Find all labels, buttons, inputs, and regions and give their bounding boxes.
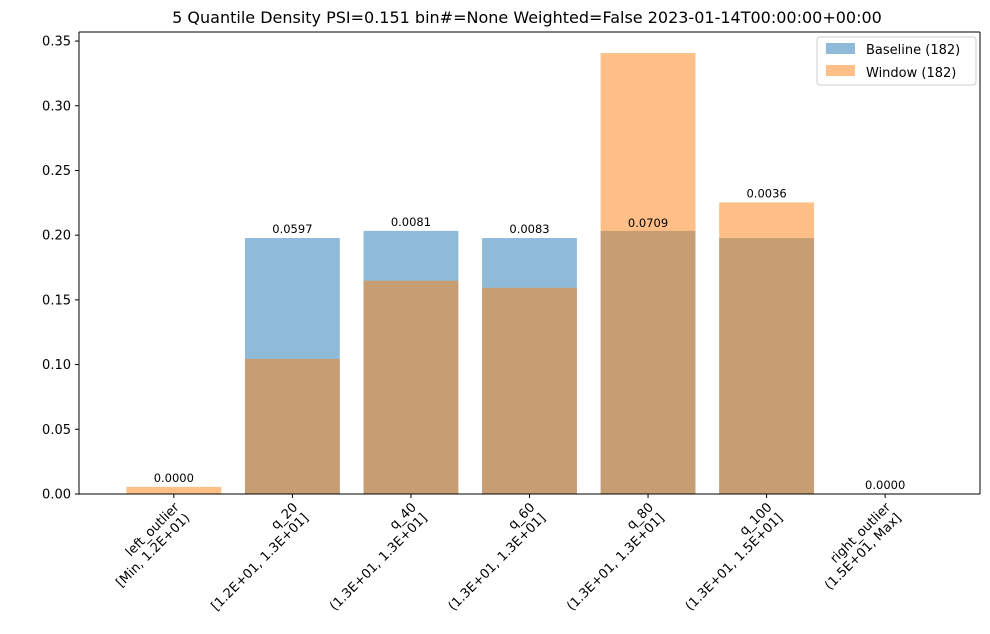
bar-window-4 bbox=[600, 53, 696, 494]
y-tick-label-1: 0.05 bbox=[42, 423, 71, 438]
y-tick-label-0: 0.00 bbox=[42, 488, 71, 503]
y-tick-label-2: 0.10 bbox=[42, 358, 71, 373]
y-tick-label-5: 0.25 bbox=[42, 164, 71, 179]
bar-label-6: 0.0000 bbox=[865, 478, 905, 492]
bar-label-1: 0.0597 bbox=[272, 222, 312, 236]
bar-window-2 bbox=[363, 280, 459, 494]
bar-label-5: 0.0036 bbox=[746, 186, 786, 200]
bar-label-0: 0.0000 bbox=[154, 471, 194, 485]
x-tick-label-4: q_80(1.3E+01, 1.3E+01] bbox=[554, 500, 668, 614]
x-tick-label-range-2: (1.3E+01, 1.3E+01] bbox=[327, 511, 430, 614]
x-tick-label-0: left_outlier[Min, 1.2E+01) bbox=[103, 500, 194, 591]
chart-title: 5 Quantile Density PSI=0.151 bin#=None W… bbox=[172, 8, 882, 27]
legend-frame bbox=[816, 36, 977, 86]
x-tick-label-1: q_20[1.2E+01, 1.3E+01] bbox=[198, 500, 312, 614]
x-tick-label-5: q_100(1.3E+01, 1.5E+01] bbox=[672, 500, 786, 614]
legend-label-baseline: Baseline (182) bbox=[866, 43, 960, 58]
y-tick-label-6: 0.30 bbox=[42, 99, 71, 114]
legend: Baseline (182) Window (182) bbox=[816, 36, 977, 86]
bar-window-3 bbox=[482, 287, 577, 494]
bar-label-4: 0.0709 bbox=[628, 216, 668, 230]
x-tick-label-3: q_60(1.3E+01, 1.3E+01] bbox=[435, 500, 549, 614]
legend-label-window: Window (182) bbox=[866, 66, 956, 81]
bar-label-2: 0.0081 bbox=[391, 215, 431, 229]
x-tick-label-range-3: (1.3E+01, 1.3E+01] bbox=[446, 511, 549, 614]
x-tick-label-range-5: (1.3E+01, 1.5E+01] bbox=[683, 511, 786, 614]
y-tick-label-3: 0.15 bbox=[42, 293, 71, 308]
y-tick-label-7: 0.35 bbox=[42, 35, 71, 50]
x-tick-label-range-4: (1.3E+01, 1.3E+01] bbox=[564, 511, 667, 614]
bar-window-0 bbox=[126, 486, 222, 494]
plot-area: 0.0000 0.0597 0.0081 0.0083 0.0709 0.0036 0.00… bbox=[42, 31, 981, 614]
x-tick-label-6: right_outlier(1.5E+01, Max] bbox=[812, 500, 906, 594]
legend-swatch-baseline bbox=[826, 43, 855, 54]
legend-swatch-window bbox=[826, 65, 855, 76]
bar-window-5 bbox=[719, 202, 815, 494]
y-tick-label-4: 0.20 bbox=[42, 229, 71, 244]
bar-label-3: 0.0083 bbox=[509, 222, 549, 236]
x-tick-label-range-1: [1.2E+01, 1.3E+01] bbox=[209, 511, 312, 614]
x-tick-label-2: q_40(1.3E+01, 1.3E+01] bbox=[316, 500, 430, 614]
bar-window-1 bbox=[244, 358, 340, 494]
